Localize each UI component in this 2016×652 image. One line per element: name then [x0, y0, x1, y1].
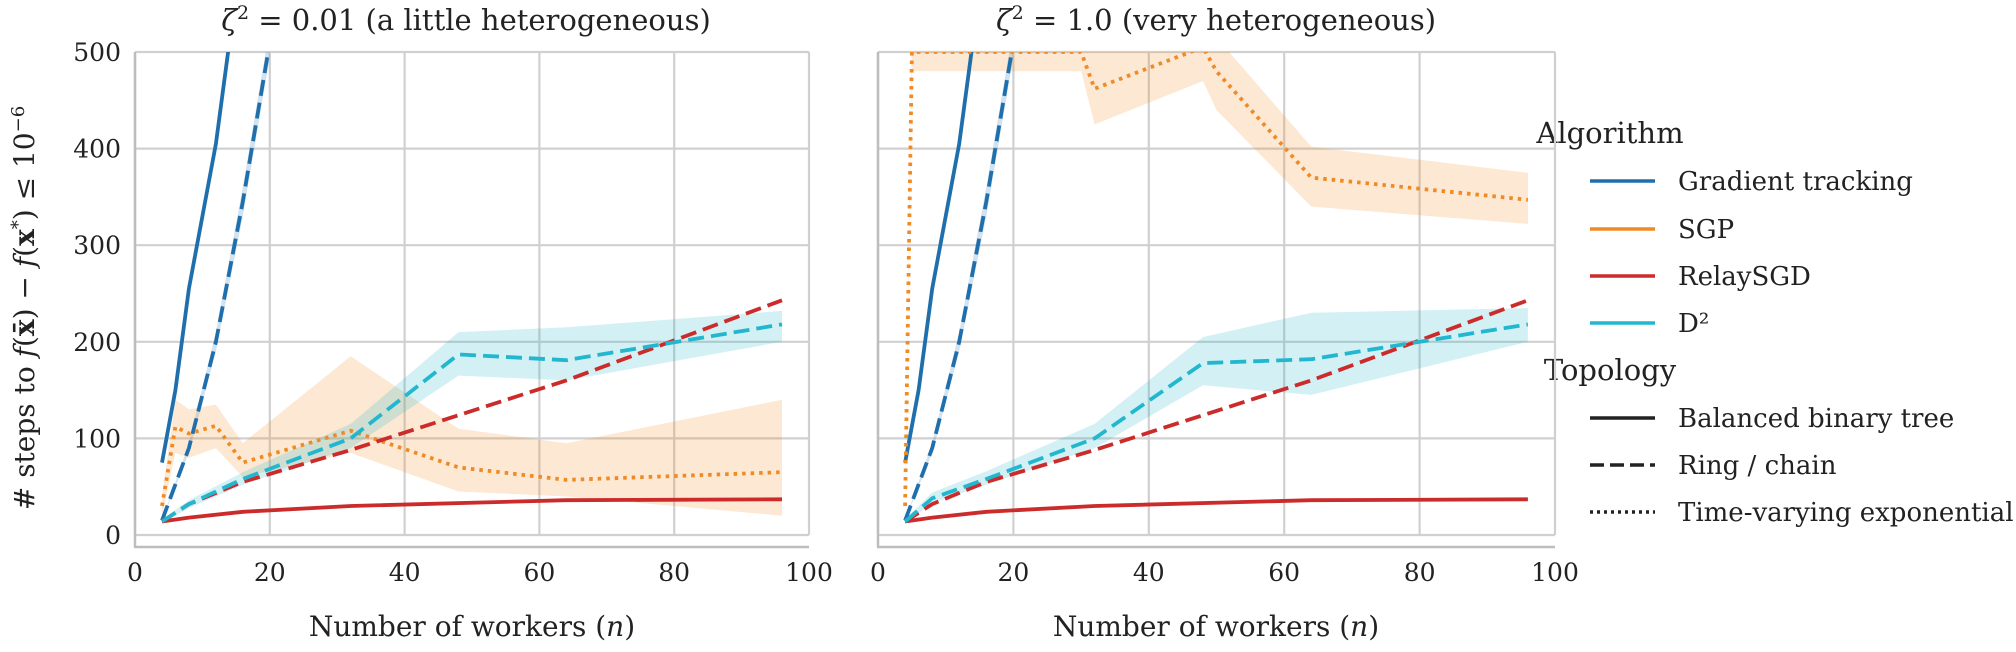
panel-2-plot-area	[903, 52, 1529, 524]
panel-1-y-tick-500: 500	[73, 38, 121, 67]
panel-1-band-d2-ring-chain	[162, 310, 782, 524]
legend-algorithm-title: Algorithm	[1535, 116, 1683, 150]
panel-2-band-gradient-tracking-ring-chain	[905, 52, 1014, 521]
panel-1-x-tick-100: 100	[785, 558, 833, 587]
legend-item-relaysgd: RelaySGD	[1678, 262, 1811, 292]
legend-item-sgp: SGP	[1678, 215, 1734, 245]
panel-2-x-tick-0: 0	[870, 558, 886, 587]
panel-1-x-tick-0: 0	[127, 558, 143, 587]
panel-1-x-tick-20: 20	[254, 558, 286, 587]
legend-item-ring-chain: Ring / chain	[1678, 451, 1837, 481]
panel-1-x-tick-80: 80	[658, 558, 690, 587]
panel-2-band-d2-ring-chain	[905, 308, 1528, 524]
legend-item-gradient-tracking: Gradient tracking	[1678, 167, 1913, 197]
panel-1-plot-area	[160, 52, 783, 524]
panel-1-title: ζ2 = 0.01 (a little heterogeneous)	[221, 2, 711, 37]
panel-1-line-d2-ring-chain	[160, 322, 783, 524]
panel-2-band-sgp-time-varying-exponential	[905, 52, 1528, 516]
legend-item-d2: D²	[1678, 309, 1709, 339]
panel-1-line-relaysgd-balanced-binary-tree	[161, 497, 783, 524]
panel-1-x-axis-label: Number of workers (n)	[309, 610, 635, 643]
panel-2-title: ζ2 = 1.0 (very heterogeneous)	[996, 2, 1436, 37]
legend-topology-title: Topology	[1544, 353, 1677, 387]
panel-1-band-gradient-tracking-ring-chain	[162, 52, 270, 521]
panel-2-grid	[876, 50, 1557, 537]
panel-2-x-axis-label: Number of workers (n)	[1053, 610, 1379, 643]
panel-1-grid	[133, 50, 811, 537]
panel-1-y-tick-300: 300	[73, 231, 121, 260]
legend-item-time-varying-exponential: Time-varying exponential	[1678, 498, 2014, 528]
panel-1-y-tick-400: 400	[73, 135, 121, 164]
panel-1-line-sgp-time-varying-exponential	[160, 423, 783, 507]
panel-1-band-sgp-time-varying-exponential	[162, 356, 782, 516]
panel-1-y-tick-200: 200	[73, 328, 121, 357]
panel-2-line-d2-ring-chain	[903, 322, 1529, 523]
panel-2-x-tick-20: 20	[997, 558, 1029, 587]
panel-2-line-relaysgd-balanced-binary-tree	[904, 497, 1528, 524]
legend-item-balanced-binary-tree: Balanced binary tree	[1678, 404, 1954, 434]
panel-2-x-tick-100: 100	[1531, 558, 1579, 587]
panel-2-x-tick-80: 80	[1404, 558, 1436, 587]
panel-1-y-tick-100: 100	[73, 424, 121, 453]
panel-2-x-tick-40: 40	[1133, 558, 1165, 587]
panel-2-line-gradient-tracking-ring-chain	[903, 52, 1014, 522]
panel-2-x-tick-60: 60	[1268, 558, 1300, 587]
panel-1-x-tick-40: 40	[389, 558, 421, 587]
y-axis-label: # steps to f(x̄) − f(x*) ≤ 10−6	[8, 106, 42, 510]
panel-2-line-gradient-tracking-balanced-binary-tree	[903, 52, 974, 463]
panel-1-x-tick-60: 60	[523, 558, 555, 587]
panel-2-line-relaysgd-ring-chain	[904, 298, 1529, 524]
panel-1-y-tick-0: 0	[105, 521, 121, 550]
legend: Algorithm Gradient tracking SGP RelaySGD…	[1535, 116, 2013, 528]
panel-1-line-gradient-tracking-balanced-binary-tree	[160, 52, 231, 463]
panel-1-line-gradient-tracking-ring-chain	[160, 52, 271, 522]
